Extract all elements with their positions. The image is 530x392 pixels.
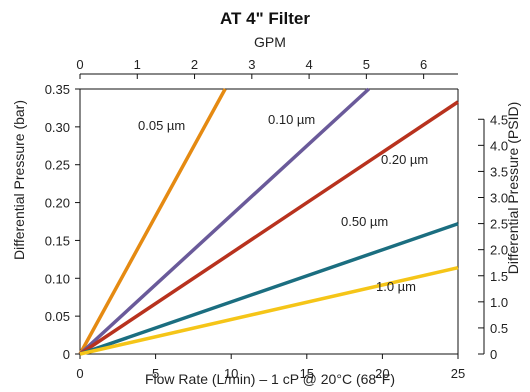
y-tick-label: 0.15 [45, 233, 70, 248]
y-tick-label: 0.25 [45, 158, 70, 173]
series-group [78, 87, 459, 356]
y-axis-label: Differential Pressure (bar) [11, 100, 27, 260]
top-tick-label: 6 [420, 57, 427, 72]
series-label-005-um: 0.05 µm [138, 118, 185, 133]
series-label-100-um: 1.0 µm [376, 279, 416, 294]
x-tick-label: 0 [76, 366, 83, 381]
y-tick-label: 0.30 [45, 120, 70, 135]
y-tick-label: 0 [63, 347, 70, 362]
series-line-100-um [79, 265, 459, 356]
top-tick-label: 0 [76, 57, 83, 72]
right-tick-label: 0 [490, 347, 497, 362]
right-axis-label: Differential Pressure (PSID) [505, 102, 521, 274]
x-tick-label: 5 [152, 366, 159, 381]
top-tick-label: 1 [134, 57, 141, 72]
series-line-050-um [79, 222, 459, 356]
series-label-050-um: 0.50 µm [341, 214, 388, 229]
top-tick-label: 2 [191, 57, 198, 72]
y-tick-label: 0.35 [45, 82, 70, 97]
right-tick-label: 2.0 [490, 243, 508, 258]
chart-title: AT 4" Filter [220, 9, 310, 28]
right-tick-label: 4.5 [490, 112, 508, 127]
x-tick-label: 25 [451, 366, 465, 381]
top-tick-label: 3 [248, 57, 255, 72]
right-tick-label: 3.0 [490, 191, 508, 206]
series-labels: 0.05 µm 0.10 µm 0.20 µm 0.50 µm 1.0 µm [138, 112, 428, 294]
right-tick-label: 1.0 [490, 295, 508, 310]
x-tick-label: 10 [224, 366, 238, 381]
right-tick-label: 4.0 [490, 138, 508, 153]
top-axis-label: GPM [254, 34, 286, 50]
top-tick-label: 5 [363, 57, 370, 72]
x-tick-label: 15 [300, 366, 314, 381]
series-line-010-um [78, 87, 370, 356]
series-label-020-um: 0.20 µm [381, 152, 428, 167]
right-tick-label: 1.5 [490, 269, 508, 284]
series-line-020-um [79, 100, 459, 356]
series-line-005-um [78, 88, 227, 355]
right-tick-label: 2.5 [490, 217, 508, 232]
x-axis-label: Flow Rate (L/min) – 1 cP @ 20°C (68°F) [145, 371, 395, 387]
y-tick-label: 0.05 [45, 309, 70, 324]
right-tick-label: 3.5 [490, 164, 508, 179]
series-label-010-um: 0.10 µm [268, 112, 315, 127]
top-tick-label: 4 [305, 57, 312, 72]
y-tick-label: 0.10 [45, 271, 70, 286]
y-tick-label: 0.20 [45, 196, 70, 211]
right-tick-label: 0.5 [490, 321, 508, 336]
axes: 0 5 10 15 20 2500.050.100.150.200.250.300.350… [45, 57, 508, 381]
x-tick-label: 20 [375, 366, 389, 381]
